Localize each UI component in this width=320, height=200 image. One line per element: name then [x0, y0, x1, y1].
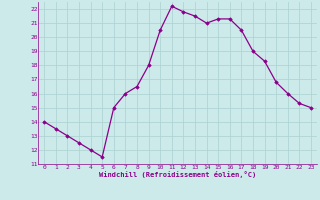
X-axis label: Windchill (Refroidissement éolien,°C): Windchill (Refroidissement éolien,°C) — [99, 171, 256, 178]
